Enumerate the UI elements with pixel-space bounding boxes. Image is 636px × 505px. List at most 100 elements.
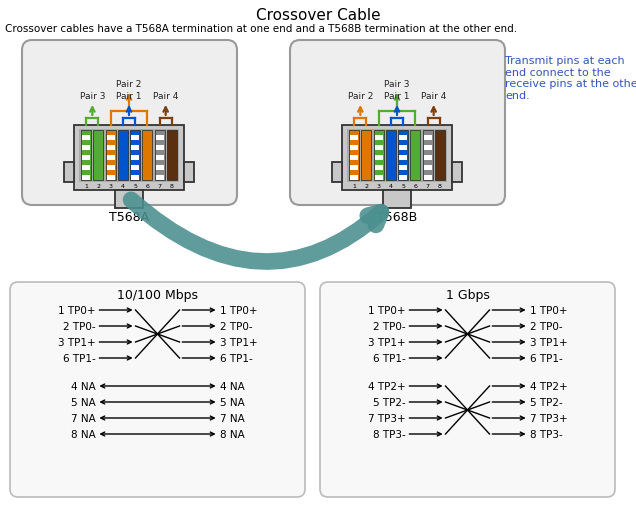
Bar [350, 136, 358, 141]
Text: 5 NA: 5 NA [219, 397, 244, 407]
Bar [131, 176, 139, 181]
Text: 2: 2 [97, 183, 100, 188]
Bar [375, 176, 383, 181]
Text: T568B: T568B [377, 211, 417, 224]
Text: 8: 8 [438, 183, 442, 188]
Bar [410, 131, 420, 181]
Text: 4 NA: 4 NA [219, 381, 244, 391]
Bar [424, 146, 432, 150]
Text: 3 TP1+: 3 TP1+ [219, 337, 257, 347]
Bar [155, 131, 165, 181]
Bar [82, 166, 90, 171]
Text: T568A: T568A [109, 211, 149, 224]
Bar [156, 136, 163, 141]
Text: 1 TP0+: 1 TP0+ [58, 306, 95, 316]
Text: 1: 1 [352, 183, 356, 188]
Text: 2: 2 [364, 183, 368, 188]
Bar [435, 131, 445, 181]
Bar [424, 136, 432, 141]
Bar [184, 163, 194, 183]
Bar [375, 156, 383, 161]
Text: 7: 7 [425, 183, 429, 188]
Text: 1 TP0+: 1 TP0+ [530, 306, 567, 316]
Text: Pair 2: Pair 2 [116, 80, 142, 89]
Bar [361, 131, 371, 181]
Text: 7 TP3+: 7 TP3+ [368, 413, 406, 423]
Bar [399, 136, 407, 141]
Bar [375, 146, 383, 150]
Text: 2 TP0-: 2 TP0- [63, 321, 95, 331]
Bar [167, 131, 177, 181]
Bar [374, 131, 384, 181]
Bar [93, 131, 104, 181]
Bar [107, 136, 114, 141]
Text: Pair 4: Pair 4 [421, 92, 446, 101]
Text: 1 Gbps: 1 Gbps [446, 288, 490, 301]
Text: Pair 1: Pair 1 [384, 92, 410, 101]
Bar [131, 136, 139, 141]
Bar [347, 130, 447, 183]
Text: 1: 1 [85, 183, 88, 188]
Bar [131, 156, 139, 161]
Text: 7 NA: 7 NA [71, 413, 95, 423]
Bar [74, 126, 184, 190]
Bar [107, 166, 114, 171]
Bar [424, 156, 432, 161]
Bar [106, 131, 116, 181]
Text: 4 TP2+: 4 TP2+ [530, 381, 567, 391]
Bar [82, 146, 90, 150]
Bar [107, 146, 114, 150]
Text: 8 NA: 8 NA [71, 429, 95, 439]
Bar [350, 166, 358, 171]
Text: 4: 4 [389, 183, 393, 188]
Bar [424, 176, 432, 181]
Bar [79, 130, 179, 183]
FancyBboxPatch shape [320, 282, 615, 497]
Text: 3: 3 [109, 183, 113, 188]
Bar [131, 166, 139, 171]
Bar [82, 136, 90, 141]
Text: 6 TP1-: 6 TP1- [530, 354, 562, 363]
Bar [156, 146, 163, 150]
Text: 4 TP2+: 4 TP2+ [368, 381, 406, 391]
Text: 3 TP1+: 3 TP1+ [368, 337, 406, 347]
Bar [349, 131, 359, 181]
Text: 6: 6 [146, 183, 149, 188]
Bar [81, 131, 91, 181]
Text: Crossover Cable: Crossover Cable [256, 8, 380, 23]
Text: Transmit pins at each
end connect to the
receive pins at the other
end.: Transmit pins at each end connect to the… [505, 56, 636, 100]
Text: Pair 1: Pair 1 [116, 92, 142, 101]
Text: 4 NA: 4 NA [71, 381, 95, 391]
Text: 3 TP1+: 3 TP1+ [530, 337, 567, 347]
Bar [375, 166, 383, 171]
Text: 8 TP3-: 8 TP3- [373, 429, 406, 439]
Text: 7 TP3+: 7 TP3+ [530, 413, 567, 423]
Bar [142, 131, 153, 181]
Bar [107, 156, 114, 161]
Text: 1 TP0+: 1 TP0+ [368, 306, 406, 316]
Text: 2 TP0-: 2 TP0- [219, 321, 252, 331]
Bar [399, 146, 407, 150]
Bar [424, 166, 432, 171]
FancyArrowPatch shape [131, 200, 381, 262]
Bar [383, 190, 411, 209]
Bar [350, 146, 358, 150]
Text: 4: 4 [121, 183, 125, 188]
Text: 5 NA: 5 NA [71, 397, 95, 407]
Bar [156, 166, 163, 171]
FancyBboxPatch shape [10, 282, 305, 497]
FancyBboxPatch shape [22, 41, 237, 206]
Bar [399, 156, 407, 161]
Text: 5: 5 [133, 183, 137, 188]
Bar [115, 190, 143, 209]
Bar [386, 131, 396, 181]
Bar [82, 156, 90, 161]
Bar [118, 131, 128, 181]
Text: 2 TP0-: 2 TP0- [530, 321, 562, 331]
FancyBboxPatch shape [290, 41, 505, 206]
Bar [332, 163, 342, 183]
Bar [398, 131, 408, 181]
Bar [350, 156, 358, 161]
Text: 8: 8 [170, 183, 174, 188]
Text: 8 NA: 8 NA [219, 429, 244, 439]
